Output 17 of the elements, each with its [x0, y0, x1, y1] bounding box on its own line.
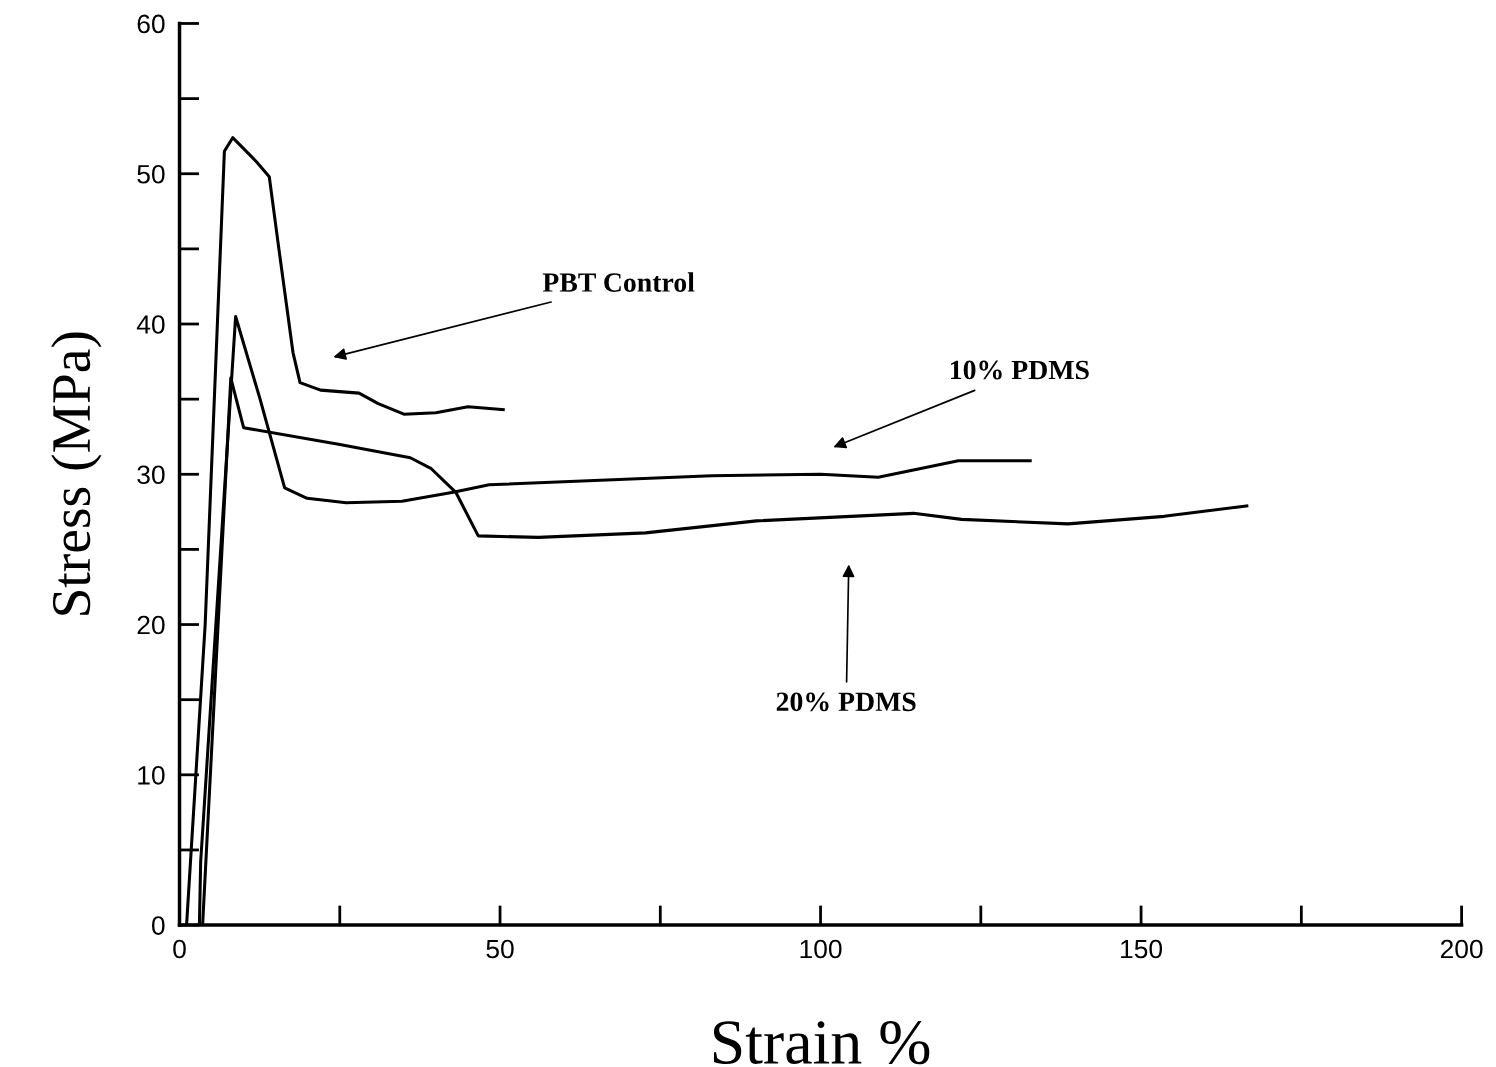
x-tick-label: 100	[800, 939, 842, 959]
y-tick-label: 50	[137, 164, 165, 184]
y-tick-label: 20	[137, 615, 165, 635]
y-axis-title: Stress (MPa)	[51, 332, 102, 615]
x-tick-label: 50	[486, 939, 514, 959]
y-tick-label: 10	[138, 765, 165, 785]
y-tick-label: 40	[136, 315, 165, 334]
annotation: 20% PDMS	[776, 692, 916, 712]
x-axis-title: Strain %	[713, 1020, 930, 1065]
y-tick-label: 30	[137, 465, 165, 485]
y-tick-label: 60	[137, 14, 165, 34]
y-tick-label: 0	[151, 916, 165, 935]
x-tick-label: 0	[173, 939, 186, 959]
annotation: 10% PDMS	[950, 360, 1089, 380]
annotation: PBT Control	[542, 272, 695, 292]
x-tick-label: 200	[1440, 939, 1483, 959]
x-tick-label: 150	[1121, 939, 1163, 959]
